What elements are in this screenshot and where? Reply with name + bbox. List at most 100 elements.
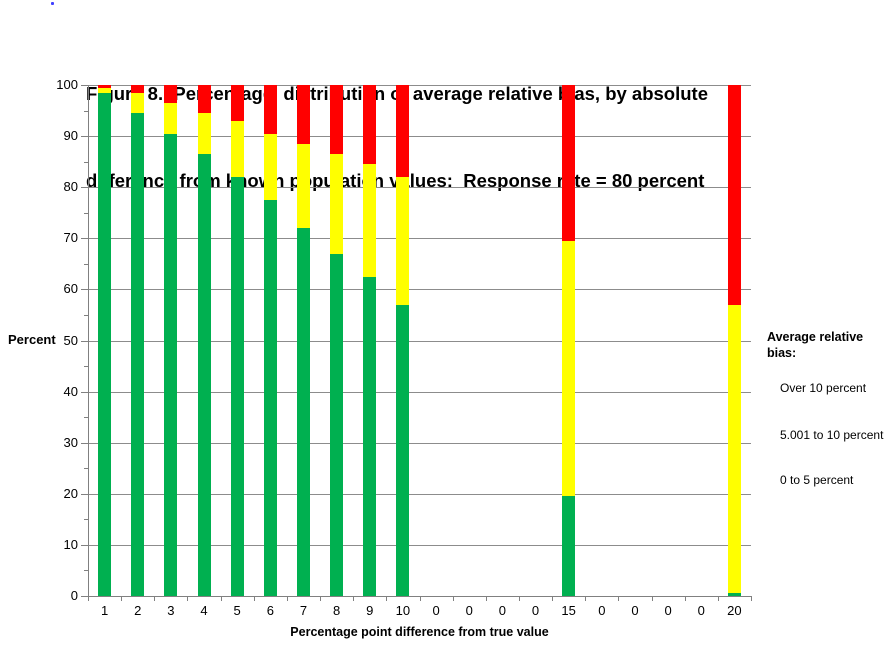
bar-segment-0-to-5-percent-cat20 — [727, 593, 741, 596]
y-major-tick-80 — [81, 187, 88, 189]
bar-segment-5-001-to-10-percent-cat8 — [330, 153, 344, 254]
bar-segment-0-to-5-percent-cat6 — [263, 199, 277, 596]
x-tick-label: 0 — [465, 603, 473, 618]
x-tick-label: 8 — [333, 603, 341, 618]
y-minor-tick-95 — [84, 110, 88, 112]
y-minor-tick-85 — [84, 161, 88, 163]
x-tick — [518, 596, 520, 601]
y-major-tick-20 — [81, 493, 88, 495]
x-tick — [717, 596, 719, 601]
y-minor-tick-65 — [84, 263, 88, 265]
x-tick — [187, 596, 189, 601]
x-tick — [88, 596, 89, 601]
x-tick — [485, 596, 487, 601]
bar-segment-over-10-percent-cat3 — [164, 85, 178, 103]
gridline-100 — [88, 85, 751, 86]
gridline-40 — [88, 391, 751, 393]
x-tick — [751, 596, 752, 601]
x-tick-label: 5 — [233, 603, 241, 618]
x-tick — [552, 596, 554, 601]
x-tick-label: 0 — [498, 603, 506, 618]
x-tick — [121, 596, 123, 601]
y-minor-tick-15 — [84, 519, 88, 521]
bar-segment-5-001-to-10-percent-cat6 — [263, 133, 277, 200]
x-tick-label: 4 — [200, 603, 208, 618]
y-tick-label: 100 — [56, 77, 78, 92]
legend-item-0-to-5: 0 to 5 percent — [767, 473, 853, 487]
bar-segment-over-10-percent-cat4 — [197, 85, 211, 114]
x-tick — [154, 596, 156, 601]
x-tick-label: 0 — [531, 603, 540, 618]
bar-segment-over-10-percent-cat10 — [396, 85, 410, 177]
x-tick — [618, 596, 620, 601]
bar-segment-over-10-percent-cat8 — [330, 85, 344, 154]
bar-segment-over-10-percent-cat9 — [363, 85, 377, 165]
y-tick-label: 70 — [63, 230, 78, 246]
y-minor-tick-25 — [84, 468, 88, 470]
x-tick — [585, 596, 587, 601]
bar-segment-over-10-percent-cat1 — [98, 85, 112, 88]
x-tick-label: 0 — [631, 603, 639, 618]
legend-title-line2: bias: — [767, 346, 797, 360]
x-tick-label: 3 — [167, 603, 175, 618]
legend-item-label: 0 to 5 percent — [780, 473, 854, 487]
gridline-20 — [88, 493, 751, 495]
x-tick-label: 10 — [395, 603, 411, 618]
y-minor-tick-45 — [84, 366, 88, 368]
x-tick-label: 0 — [664, 603, 672, 618]
bar-segment-0-to-5-percent-cat7 — [296, 228, 310, 596]
x-tick — [320, 596, 322, 601]
x-axis-title: Percentage point difference from true va… — [290, 625, 549, 639]
x-tick-label: 15 — [561, 603, 576, 618]
x-tick — [452, 596, 454, 601]
bar-segment-0-to-5-percent-cat10 — [396, 304, 410, 596]
x-tick-label: 2 — [134, 603, 142, 618]
y-minor-tick-55 — [84, 314, 88, 316]
bar-segment-5-001-to-10-percent-cat7 — [296, 143, 310, 229]
bar-segment-0-to-5-percent-cat9 — [363, 276, 377, 596]
bar-segment-5-001-to-10-percent-cat3 — [164, 102, 178, 134]
y-axis-line — [88, 85, 89, 596]
x-tick — [386, 596, 388, 601]
y-tick-label: 60 — [63, 281, 78, 297]
bar-segment-over-10-percent-cat6 — [263, 85, 277, 134]
x-tick-label: 9 — [366, 603, 374, 618]
x-tick — [220, 596, 222, 601]
y-tick-label: 0 — [70, 588, 78, 603]
bar-segment-0-to-5-percent-cat5 — [230, 176, 244, 596]
x-tick-label: 0 — [697, 603, 705, 618]
bar-segment-5-001-to-10-percent-cat5 — [230, 120, 244, 177]
bar-segment-over-10-percent-cat7 — [296, 85, 310, 144]
y-major-tick-40 — [81, 391, 88, 393]
x-tick-label: 0 — [598, 603, 606, 618]
bar-segment-5-001-to-10-percent-cat20 — [727, 304, 741, 594]
bar-segment-0-to-5-percent-cat8 — [330, 253, 344, 596]
bar-segment-5-001-to-10-percent-cat2 — [131, 92, 145, 114]
y-tick-label: 90 — [63, 128, 78, 144]
y-minor-tick-5 — [84, 570, 88, 572]
y-minor-tick-35 — [84, 417, 88, 419]
x-tick-label: 0 — [432, 603, 440, 618]
bar-segment-5-001-to-10-percent-cat4 — [197, 113, 211, 154]
green-swatch-icon — [767, 476, 776, 485]
bar-segment-0-to-5-percent-cat1 — [98, 92, 112, 596]
y-axis-title: Percent — [8, 332, 56, 347]
y-tick-label: 10 — [63, 536, 78, 552]
bar-segment-5-001-to-10-percent-cat1 — [98, 87, 112, 93]
legend-item-label: 5.001 to 10 percent — [780, 428, 884, 442]
y-tick-label: 50 — [63, 332, 78, 348]
legend-title: Average relative bias: — [767, 329, 892, 361]
bar-segment-over-10-percent-cat5 — [230, 85, 244, 121]
bar-segment-5-001-to-10-percent-cat15 — [562, 240, 576, 497]
gridline-50 — [88, 340, 751, 342]
x-tick — [353, 596, 355, 601]
gridline-90 — [88, 136, 751, 138]
yellow-swatch-icon — [767, 431, 776, 440]
legend-item-label: Over 10 percent — [780, 381, 867, 395]
x-tick-label: 7 — [299, 603, 308, 618]
x-tick-label: 1 — [100, 603, 109, 618]
bar-segment-0-to-5-percent-cat15 — [562, 496, 576, 596]
bar-segment-0-to-5-percent-cat4 — [197, 153, 211, 596]
gridline-60 — [88, 289, 751, 291]
